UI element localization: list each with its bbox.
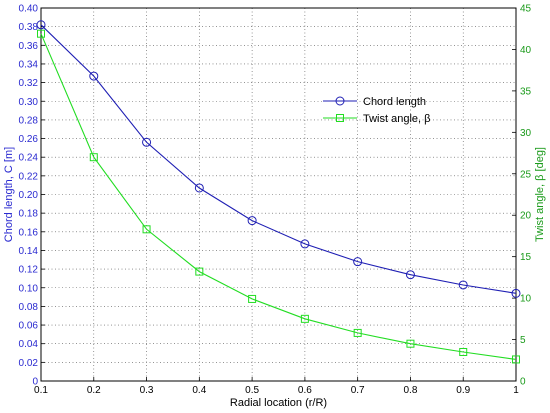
right-y-axis-label: Twist angle, β [deg] bbox=[534, 147, 546, 242]
data-point-twist bbox=[512, 355, 520, 364]
data-point-twist bbox=[459, 347, 468, 356]
x-tick-label: 0.7 bbox=[351, 385, 365, 396]
left-y-tick-label: 0.38 bbox=[19, 22, 39, 33]
x-tick-label: 0.3 bbox=[140, 385, 154, 396]
data-point-chord bbox=[300, 239, 310, 249]
data-point-chord bbox=[353, 257, 363, 267]
right-y-tick-label: 30 bbox=[520, 128, 532, 139]
left-y-tick-label: 0.12 bbox=[19, 265, 39, 276]
x-tick-label: 0.2 bbox=[87, 385, 101, 396]
legend-entry-chord: Chord length bbox=[323, 96, 426, 108]
data-point-twist bbox=[142, 225, 151, 234]
left-y-tick-label: 0.14 bbox=[19, 246, 39, 257]
left-y-tick-label: 0.28 bbox=[19, 115, 39, 126]
data-point-twist bbox=[248, 294, 257, 303]
left-y-tick-label: 0.22 bbox=[19, 171, 39, 182]
right-y-tick-label: 5 bbox=[520, 335, 526, 346]
data-point-chord bbox=[458, 280, 468, 290]
x-axis-label: Radial location (r/R) bbox=[230, 397, 327, 409]
left-y-tick-label: 0.32 bbox=[19, 78, 39, 89]
right-y-tick-label: 10 bbox=[520, 294, 532, 305]
left-y-tick-label: 0.24 bbox=[19, 153, 39, 164]
data-point-chord bbox=[247, 216, 257, 226]
right-y-tick-label: 0 bbox=[520, 377, 526, 388]
series-layer bbox=[36, 20, 521, 364]
data-point-twist bbox=[89, 153, 98, 162]
data-point-chord bbox=[194, 183, 204, 193]
data-point-chord bbox=[405, 270, 415, 280]
x-tick-label: 1 bbox=[513, 385, 519, 396]
left-y-tick-label: 0.08 bbox=[19, 302, 39, 313]
legend-entry-twist: Twist angle, β bbox=[323, 113, 430, 125]
x-tick-label: 0.6 bbox=[298, 385, 312, 396]
left-y-tick-label: 0.04 bbox=[19, 339, 39, 350]
right-y-tick-label: 20 bbox=[520, 211, 532, 222]
data-point-chord bbox=[36, 20, 46, 30]
left-y-axis-label: Chord length, C [m] bbox=[3, 147, 15, 242]
right-y-tick-label: 45 bbox=[520, 4, 532, 15]
left-y-tick-label: 0.18 bbox=[19, 209, 39, 220]
legend-twist-label: Twist angle, β bbox=[363, 113, 430, 125]
data-point-twist bbox=[353, 328, 362, 337]
legend-chord-marker bbox=[335, 96, 345, 106]
left-y-tick-label: 0.30 bbox=[19, 97, 39, 108]
left-y-tick-label: 0 bbox=[32, 377, 38, 388]
series-line-chord bbox=[40, 24, 517, 294]
legend-twist-marker bbox=[336, 114, 344, 122]
data-point-chord bbox=[142, 137, 152, 147]
left-y-tick-label: 0.02 bbox=[19, 358, 39, 369]
right-y-tick-label: 40 bbox=[520, 45, 532, 56]
data-point-twist bbox=[195, 267, 204, 276]
x-tick-label: 0.1 bbox=[34, 385, 48, 396]
left-y-axis: 0 0.02 0.04 0.06 0.08 0.10 0.12 0.14 0.16 0.18 0.2… bbox=[19, 4, 45, 388]
x-tick-label: 0.9 bbox=[456, 385, 470, 396]
legend: Chord length Twist angle, β bbox=[323, 96, 430, 125]
right-y-tick-label: 15 bbox=[520, 252, 532, 263]
data-point-twist bbox=[300, 314, 309, 323]
series-line-twist bbox=[40, 33, 517, 360]
left-y-tick-label: 0.26 bbox=[19, 134, 39, 145]
plot-frame bbox=[40, 7, 517, 382]
x-axis: 0.1 0.2 0.3 0.4 0.5 0.6 0.7 0.8 0.9 1 bbox=[34, 377, 519, 396]
right-y-tick-label: 25 bbox=[520, 169, 532, 180]
legend-chord-label: Chord length bbox=[363, 96, 426, 108]
right-y-tick-label: 35 bbox=[520, 86, 532, 97]
left-y-tick-label: 0.06 bbox=[19, 321, 39, 332]
x-tick-label: 0.4 bbox=[192, 385, 206, 396]
left-y-tick-label: 0.10 bbox=[19, 283, 39, 294]
data-point-chord bbox=[511, 288, 521, 298]
left-y-tick-label: 0.34 bbox=[19, 59, 39, 70]
grid-lines bbox=[41, 8, 516, 381]
left-y-tick-label: 0.20 bbox=[19, 190, 39, 201]
data-point-twist bbox=[406, 339, 415, 348]
left-y-tick-label: 0.40 bbox=[19, 4, 39, 15]
x-tick-label: 0.8 bbox=[403, 385, 417, 396]
left-y-tick-label: 0.36 bbox=[19, 41, 39, 52]
data-point-chord bbox=[89, 71, 99, 81]
left-y-tick-label: 0.16 bbox=[19, 227, 39, 238]
x-tick-label: 0.5 bbox=[245, 385, 259, 396]
data-point-twist bbox=[37, 29, 45, 38]
right-y-axis: 0 5 10 15 20 25 30 35 40 45 bbox=[512, 4, 532, 388]
